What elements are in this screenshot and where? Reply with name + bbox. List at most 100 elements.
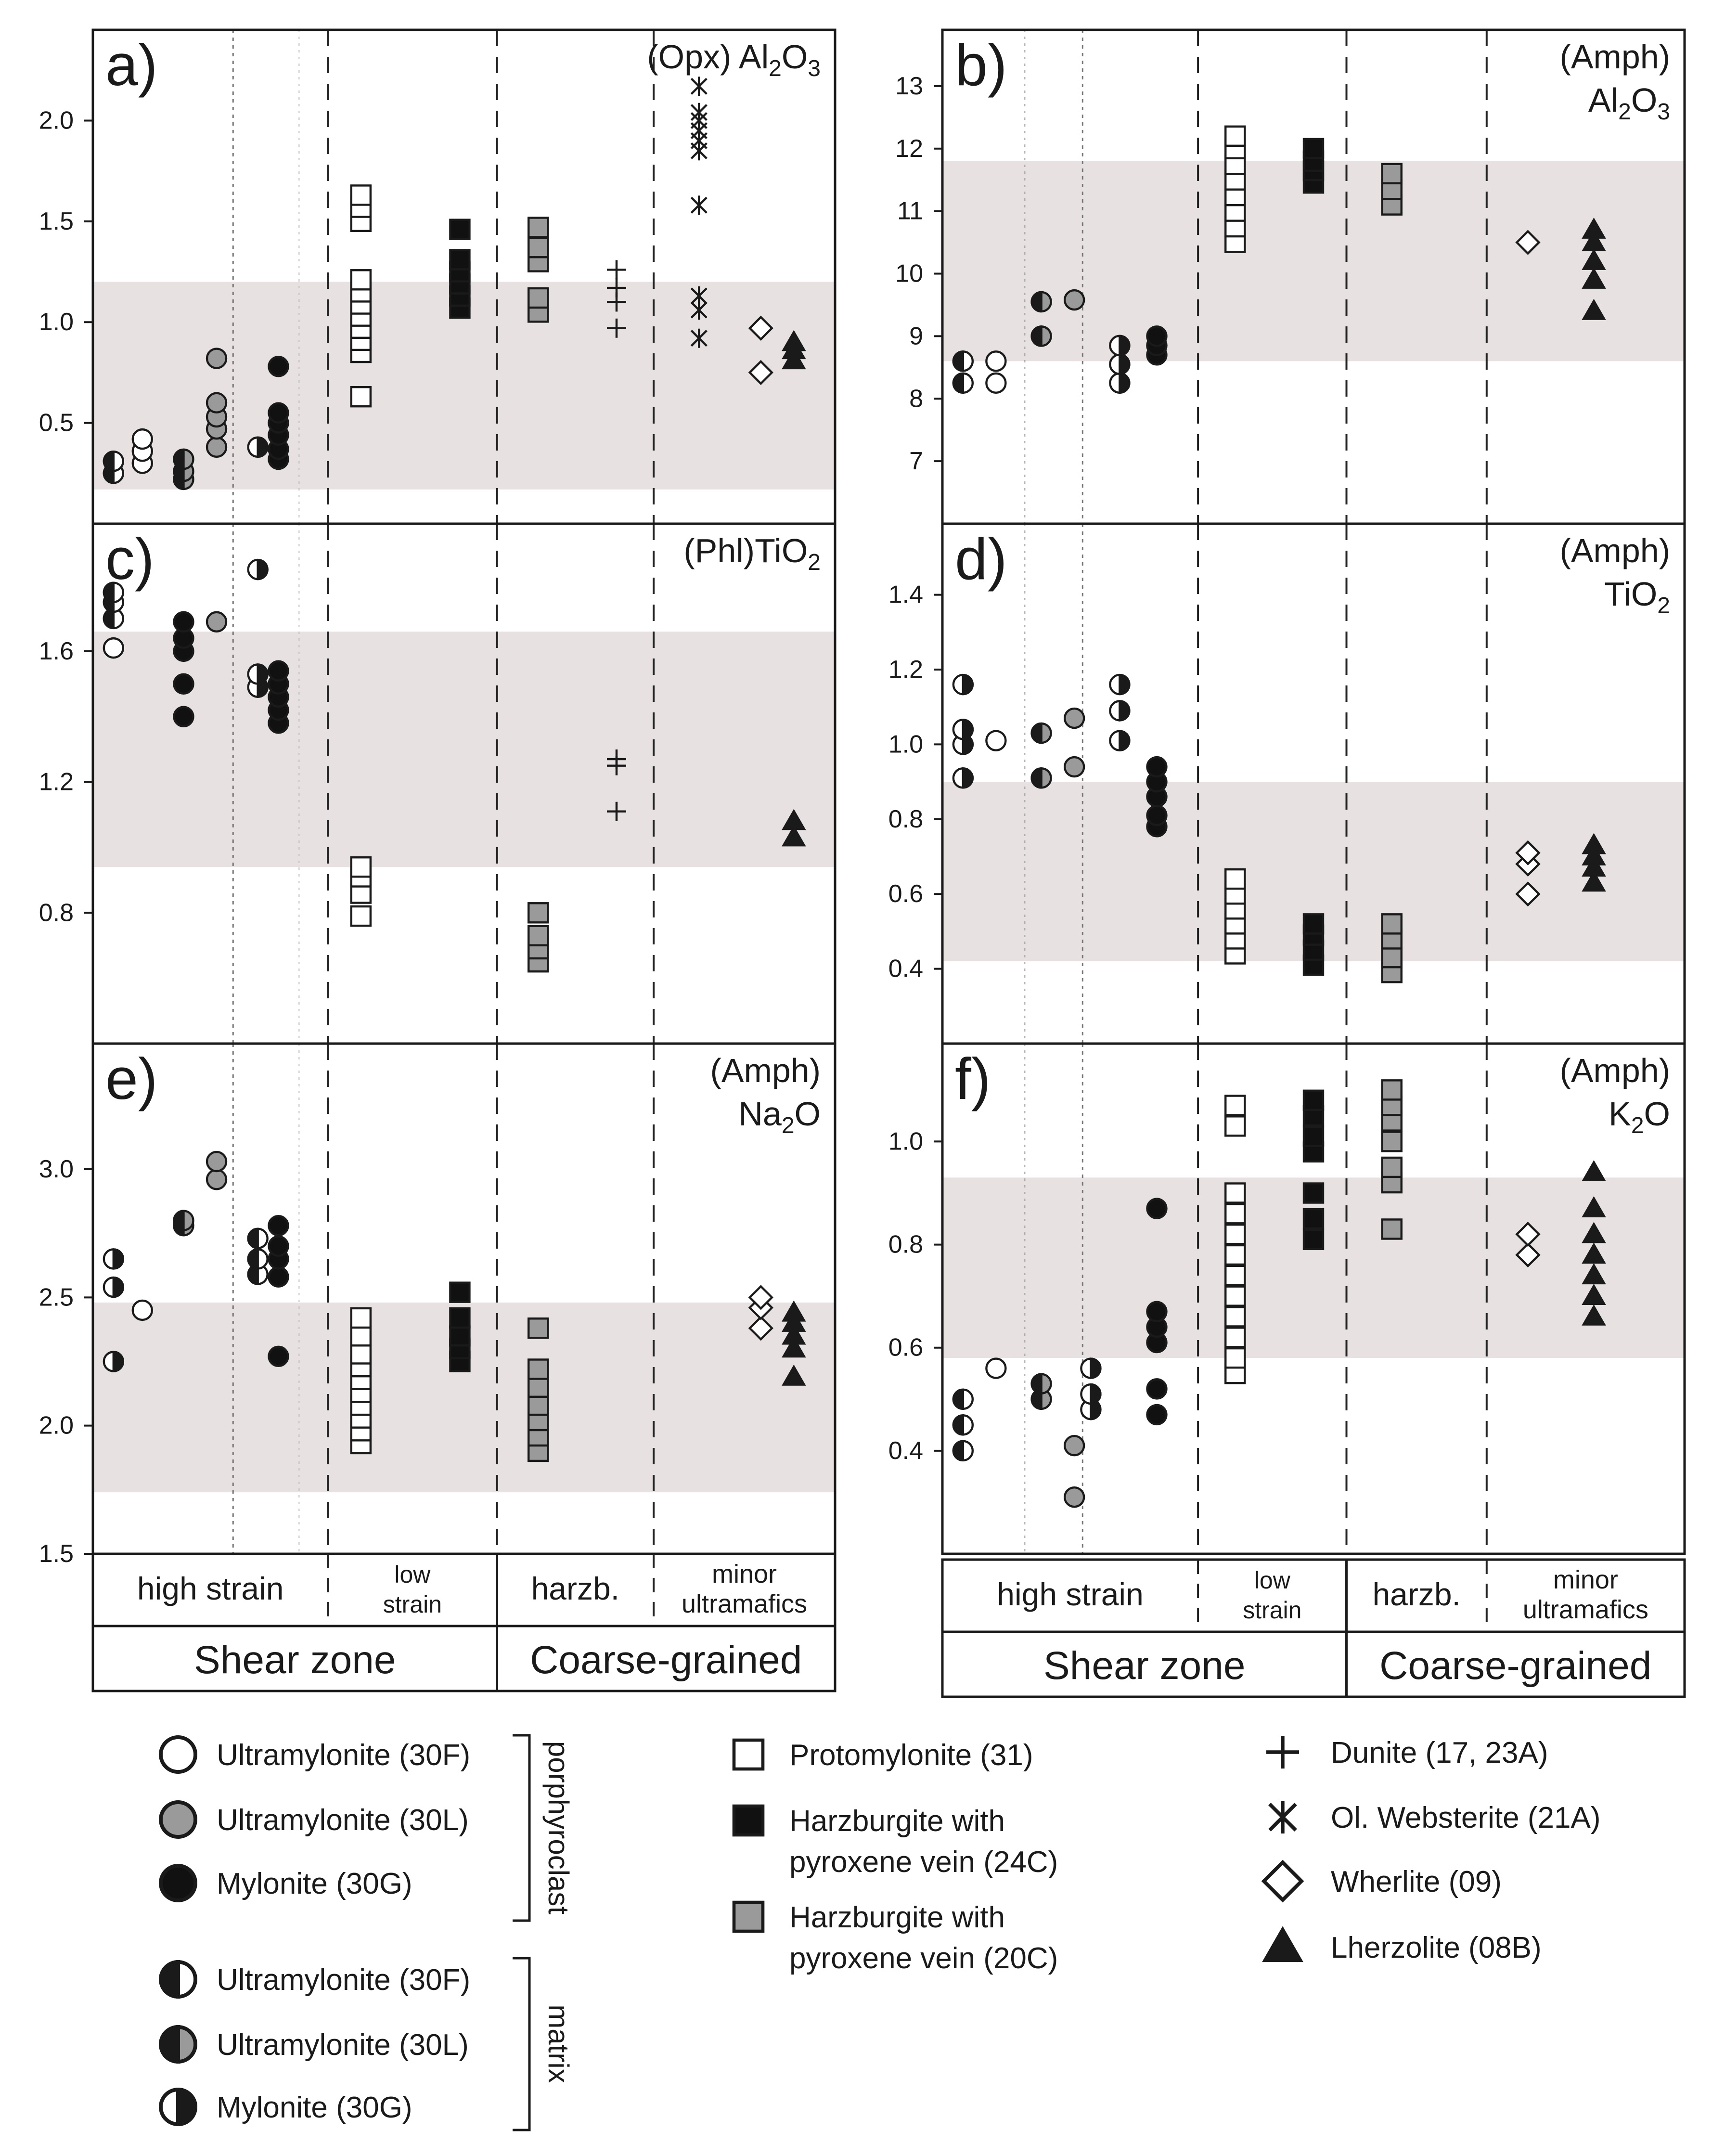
data-point <box>952 350 974 372</box>
data-point <box>449 219 471 240</box>
legend-marker <box>159 1735 197 1774</box>
y-tick-label: 0.8 <box>39 899 74 927</box>
data-point <box>1582 844 1606 865</box>
data-point <box>782 825 806 847</box>
data-point <box>1109 700 1131 722</box>
data-point <box>782 1364 806 1386</box>
data-point <box>527 217 549 238</box>
y-tick-label: 1.4 <box>888 581 923 609</box>
panel-letter: e) <box>105 1046 157 1111</box>
data-point <box>449 1325 471 1347</box>
data-point <box>690 328 708 348</box>
data-point <box>1582 1242 1606 1264</box>
data-point <box>1109 335 1131 357</box>
y-tick-label: 0.4 <box>888 1437 923 1465</box>
data-point <box>1381 1131 1403 1152</box>
data-point <box>206 611 228 633</box>
y-tick-label: 1.2 <box>39 768 74 796</box>
y-tick-label: 10 <box>895 260 923 288</box>
data-point <box>527 1317 549 1339</box>
data-point <box>1381 163 1403 184</box>
y-tick-label: 2.5 <box>39 1283 74 1311</box>
label-minor-ultramafics: ultramafics <box>1523 1595 1648 1624</box>
y-tick-label: 12 <box>895 135 923 163</box>
reference-band <box>942 1177 1685 1358</box>
data-point <box>1146 1404 1168 1426</box>
legend-label: pyroxene vein (20C) <box>789 1942 1058 1975</box>
label-high-strain: high strain <box>997 1576 1144 1612</box>
y-tick-label: 1.0 <box>888 730 923 758</box>
legend-marker <box>732 1804 765 1837</box>
panel-frame <box>941 1042 1686 1555</box>
data-point <box>1224 1182 1246 1204</box>
data-point <box>1582 1196 1606 1217</box>
label-low-strain: low <box>1254 1567 1291 1594</box>
label-minor-ultramafics: minor <box>1553 1565 1618 1594</box>
data-point <box>1302 1208 1325 1230</box>
data-point <box>527 287 549 309</box>
legend-label: Ultramylonite (30L) <box>217 2028 469 2062</box>
data-point <box>350 269 372 291</box>
data-point <box>350 1325 372 1347</box>
panel-title: K2O <box>1609 1095 1670 1138</box>
data-point <box>247 436 269 458</box>
data-point <box>1582 870 1606 892</box>
y-tick-label: 0.6 <box>888 1334 923 1362</box>
legend-label: Ultramylonite (30F) <box>217 1739 470 1772</box>
y-tick-label: 0.6 <box>888 880 923 908</box>
data-point <box>103 581 125 603</box>
data-point <box>1080 1398 1102 1420</box>
legend-marker <box>159 2025 197 2064</box>
reference-band <box>942 161 1685 361</box>
panel-title: (Amph) <box>1560 38 1670 76</box>
data-point <box>1515 881 1541 907</box>
data-point <box>748 315 773 341</box>
data-point <box>527 902 549 924</box>
bracket <box>513 1734 531 1922</box>
panel-letter: d) <box>955 526 1007 592</box>
legend-marker <box>1262 1926 1303 1962</box>
data-point <box>1080 1357 1102 1379</box>
data-point <box>952 1440 974 1462</box>
legend-marker <box>732 1738 765 1771</box>
panel-title: Na2O <box>738 1095 821 1138</box>
y-tick-label: 1.0 <box>39 308 74 336</box>
data-point <box>952 673 974 696</box>
data-point <box>247 663 269 685</box>
data-point <box>268 1214 289 1237</box>
panel-title: (Amph) <box>1560 1052 1670 1089</box>
data-point <box>606 278 626 298</box>
data-point <box>985 1357 1007 1379</box>
data-point <box>1515 1242 1541 1268</box>
data-point <box>1146 1198 1168 1219</box>
data-point <box>268 660 289 682</box>
group-label-porphyroclast: porphyroclast <box>542 1741 575 1915</box>
label-shear-zone: Shear zone <box>194 1638 396 1682</box>
y-tick-label: 1.6 <box>39 637 74 665</box>
legend-marker <box>1261 1859 1304 1903</box>
data-point <box>606 260 626 280</box>
data-point <box>782 1300 806 1322</box>
legend-label: pyroxene vein (24C) <box>789 1846 1058 1879</box>
panel-b: 7 8 9 10 11 12 13 b) (Amph) Al2O3 <box>895 28 1686 525</box>
data-point <box>1582 1304 1606 1326</box>
data-point <box>782 809 806 830</box>
data-point <box>1515 840 1541 865</box>
y-tick-label: 9 <box>909 322 923 350</box>
data-point <box>247 1248 269 1270</box>
data-point <box>985 350 1007 372</box>
data-point <box>1381 1079 1403 1101</box>
label-minor-ultramafics: minor <box>712 1560 777 1588</box>
legend-label: Harzburgite with <box>789 1805 1005 1838</box>
data-point <box>1302 1228 1325 1251</box>
data-point <box>952 1414 974 1436</box>
data-point <box>1582 248 1606 270</box>
data-point <box>1582 267 1606 289</box>
data-point <box>206 1150 228 1173</box>
data-point <box>1302 1089 1325 1111</box>
data-point <box>606 801 626 821</box>
data-point <box>1063 1486 1085 1508</box>
legend-marker <box>159 1800 197 1839</box>
data-point <box>268 356 289 377</box>
